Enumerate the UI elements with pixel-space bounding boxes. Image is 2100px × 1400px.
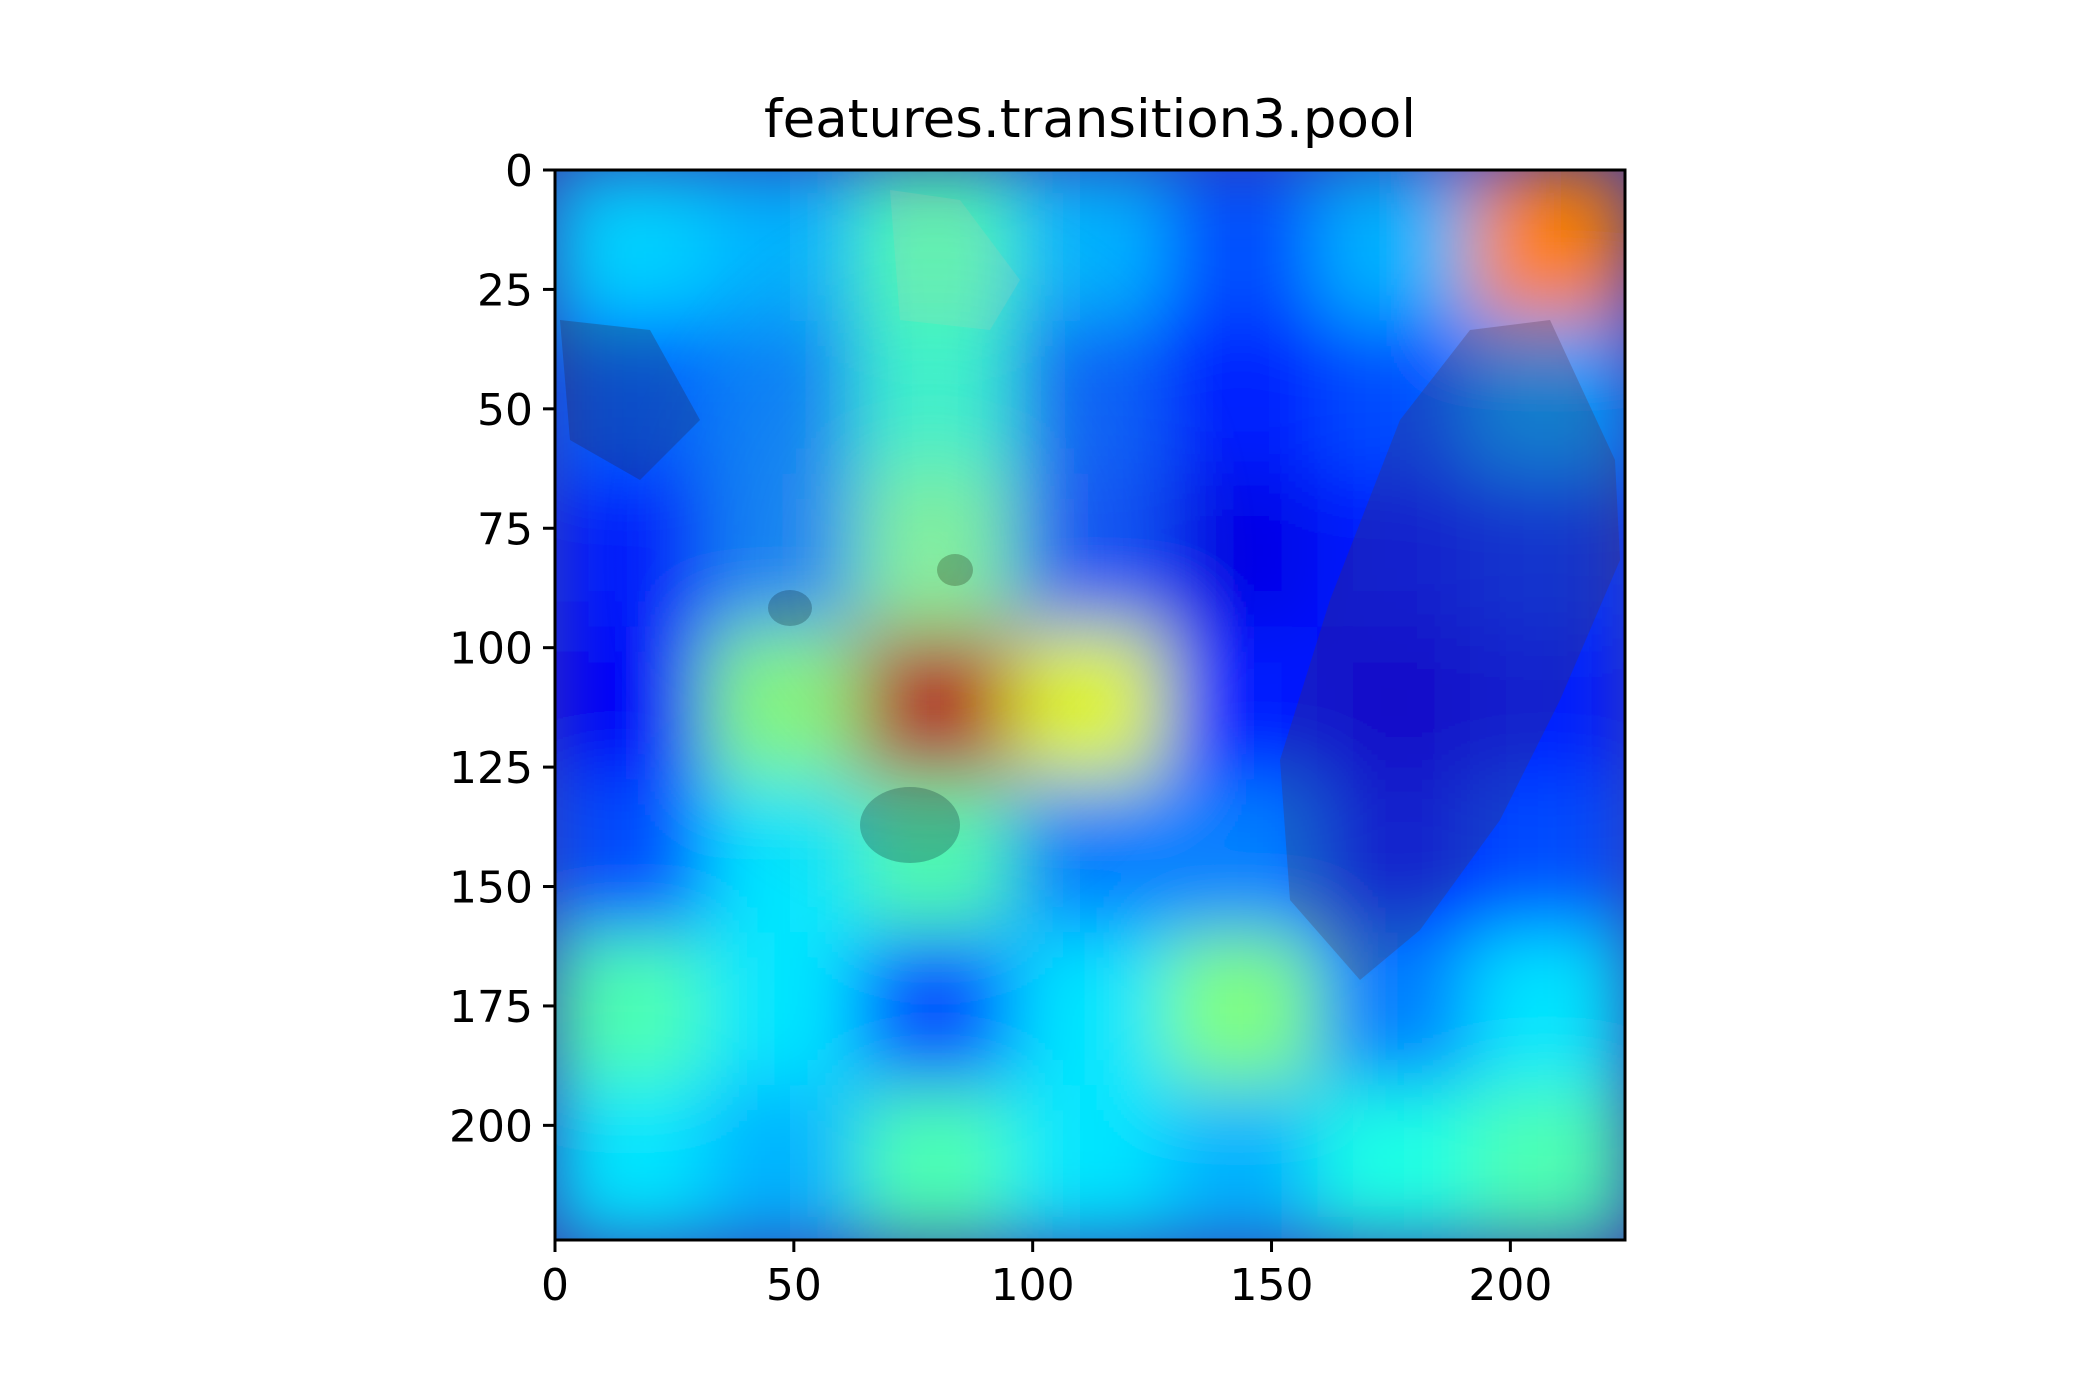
heat-cell	[1470, 170, 1625, 325]
heat-cell	[1317, 626, 1475, 784]
heat-cell	[705, 1085, 863, 1240]
x-tick-label: 0	[541, 1260, 569, 1311]
heat-cell	[1470, 320, 1625, 478]
y-tick-label: 175	[449, 982, 533, 1033]
x-tick-label: 150	[1230, 1260, 1314, 1311]
heat-cell	[858, 932, 1016, 1090]
plot-frame	[553, 168, 1627, 1242]
x-axis: 0 50 100 150 200	[541, 1240, 1552, 1311]
plot-area	[555, 170, 1625, 1240]
heat-cell	[555, 1085, 710, 1240]
heat-cell	[1317, 1085, 1475, 1240]
heat-cell	[1317, 932, 1475, 1090]
heat-cell	[1317, 320, 1475, 478]
heat-cell	[1470, 779, 1625, 937]
heat-cell	[555, 932, 710, 1090]
bear-raised-paw	[1280, 320, 1620, 980]
bear-right-eye	[937, 554, 973, 586]
bear-right-ear	[890, 190, 1020, 330]
y-tick-label: 150	[449, 863, 533, 914]
y-axis: 0 25 50 75 100 125 150 175 200	[449, 146, 555, 1152]
photo-overlay	[560, 180, 1620, 980]
x-tick-label: 100	[991, 1260, 1075, 1311]
heat-cell	[1470, 1085, 1625, 1240]
heat-cell	[1164, 170, 1322, 325]
bear-left-ear	[560, 320, 700, 480]
y-tick-label: 75	[477, 504, 533, 555]
heat-cell	[1470, 473, 1625, 631]
y-tick-label: 200	[449, 1101, 533, 1152]
bear-left-eye	[768, 590, 812, 626]
heat-cell	[1164, 779, 1322, 937]
y-tick-label: 50	[477, 385, 533, 436]
heat-cell	[1470, 626, 1625, 784]
y-tick-label: 0	[505, 146, 533, 197]
chart-title: features.transition3.pool	[764, 89, 1416, 150]
heat-cell	[705, 932, 863, 1090]
heat-cell	[1317, 473, 1475, 631]
bear-nose	[860, 787, 960, 863]
x-tick-label: 50	[766, 1260, 822, 1311]
y-tick-label: 25	[477, 265, 533, 316]
y-tick-label: 100	[449, 624, 533, 675]
heat-cell	[1164, 932, 1322, 1090]
bear-head-shape	[600, 180, 1260, 940]
heat-cell	[555, 170, 710, 325]
heat-cell	[1317, 779, 1475, 937]
y-tick-label: 125	[449, 743, 533, 794]
heat-cell	[1317, 170, 1475, 325]
heat-cell	[1011, 932, 1169, 1090]
heat-cell	[858, 1085, 1016, 1240]
heat-cell	[1470, 932, 1625, 1090]
heat-cell	[1011, 1085, 1169, 1240]
heat-cell	[1164, 1085, 1322, 1240]
x-tick-label: 200	[1468, 1260, 1552, 1311]
